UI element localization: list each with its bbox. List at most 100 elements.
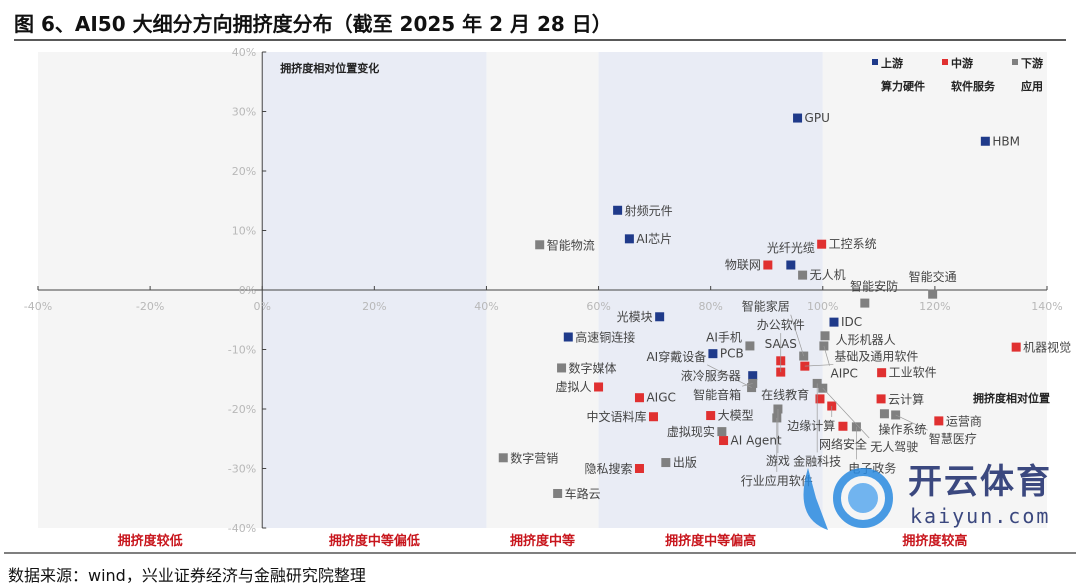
data-point <box>748 371 758 381</box>
y-tick-label: 20% <box>232 165 256 178</box>
watermark-logo: 开云体育 kaiyun.com <box>788 462 1078 534</box>
band-label: 拥挤度中等偏低 <box>329 533 420 549</box>
legend-sub: 应用 <box>1021 79 1043 93</box>
point-label: 光纤光缆 <box>767 241 815 255</box>
data-point <box>879 409 889 419</box>
legend-name: 上游 <box>881 56 903 70</box>
band-label: 拥挤度较低 <box>118 533 183 549</box>
point-label: 智能物流 <box>547 237 595 252</box>
point-label: 智能音箱 <box>693 387 741 402</box>
point-label: 液冷服务器 <box>681 368 741 383</box>
point-label: 在线教育 <box>761 387 809 402</box>
source-note: 数据来源：wind，兴业证券经济与金融研究院整理 <box>8 566 366 585</box>
point-label: IDC <box>841 315 862 329</box>
y-tick-label: -10% <box>228 344 256 357</box>
y-tick-label: 40% <box>232 46 256 59</box>
point-label: 运营商 <box>946 413 982 428</box>
point-label: 无人驾驶 <box>870 439 918 454</box>
data-point <box>980 136 990 146</box>
watermark-url: kaiyun.com <box>910 504 1051 528</box>
data-point <box>838 421 848 431</box>
data-point <box>557 363 567 373</box>
x-tick-label: 140% <box>1031 300 1062 313</box>
leader-line <box>895 414 928 431</box>
y-tick-label: -30% <box>228 463 256 476</box>
point-label: 数字营销 <box>510 450 558 465</box>
point-label: 数字媒体 <box>569 360 617 375</box>
data-point <box>661 458 671 468</box>
point-label: SAAS <box>765 337 797 351</box>
point-label: 金融科技 <box>793 453 841 468</box>
point-label: 大模型 <box>718 409 754 423</box>
leader-line <box>707 364 752 388</box>
data-point <box>648 412 658 422</box>
point-label: AI芯片 <box>636 232 672 246</box>
point-label: 办公软件 <box>757 317 805 332</box>
y-tick-label: 0% <box>239 284 256 297</box>
legend-name: 下游 <box>1021 56 1043 70</box>
point-label: 机器视觉 <box>1023 340 1071 355</box>
x-tick-label: 120% <box>919 300 950 313</box>
band-label: 拥挤度中等偏高 <box>665 533 756 549</box>
logo-ball-icon <box>803 468 893 530</box>
x-tick-label: 60% <box>586 300 610 313</box>
data-point <box>817 239 827 249</box>
point-label: 隐私搜索 <box>584 461 632 476</box>
point-label: 工业软件 <box>889 366 937 380</box>
point-label: 工控系统 <box>829 237 877 251</box>
point-label: 边缘计算 <box>787 418 835 433</box>
point-label: 车路云 <box>565 486 601 501</box>
point-label: 网络安全 <box>819 436 867 451</box>
x-tick-label: -20% <box>136 300 164 313</box>
point-label: 云计算 <box>888 391 924 406</box>
data-point <box>634 464 644 473</box>
point-label: 智能家居 <box>742 299 790 314</box>
point-label: AIPC <box>831 367 858 381</box>
x-tick-label: 0% <box>253 300 270 313</box>
point-label: PCB <box>720 347 744 361</box>
point-label: 出版 <box>673 456 697 470</box>
leader-line <box>790 314 805 357</box>
x-tick-label: 100% <box>807 300 838 313</box>
data-point <box>820 331 830 341</box>
x-tick-label: -40% <box>24 300 52 313</box>
data-point <box>934 416 944 426</box>
point-label: 虚拟人 <box>556 380 592 394</box>
data-point <box>706 411 716 421</box>
legend-marker <box>1012 59 1018 65</box>
watermark-text: 开云体育 <box>908 462 1052 502</box>
data-point <box>594 382 604 392</box>
point-label: 虚拟现实 <box>667 424 715 439</box>
legend-marker <box>942 59 948 65</box>
data-point <box>655 312 665 322</box>
band-label: 拥挤度较高 <box>902 533 967 549</box>
point-label: 高速铜连接 <box>575 330 635 345</box>
data-point <box>876 394 886 404</box>
data-point <box>786 260 796 270</box>
data-point <box>719 436 729 446</box>
x-axis-title: 拥挤度相对位置 <box>973 391 1050 405</box>
point-label: 光模块 <box>617 310 653 324</box>
point-label: AI Agent <box>731 434 782 448</box>
data-point <box>829 317 839 327</box>
point-label: AI手机 <box>706 330 742 344</box>
point-label: 人形机器人 <box>836 333 896 347</box>
data-point <box>613 205 623 215</box>
data-point <box>877 368 887 378</box>
band-label: 拥挤度中等 <box>510 533 575 549</box>
point-label: AI穿戴设备 <box>646 349 706 364</box>
x-tick-label: 80% <box>698 300 722 313</box>
figure-title: 图 6、AI50 大细分方向拥挤度分布（截至 2025 年 2 月 28 日） <box>14 12 612 36</box>
point-label: 操作系统 <box>878 421 926 436</box>
legend-sub: 算力硬件 <box>880 79 925 93</box>
point-label: HBM <box>992 134 1020 148</box>
point-label: 智能安防 <box>850 279 898 294</box>
data-point <box>793 113 803 123</box>
x-tick-label: 20% <box>362 300 386 313</box>
leader-lines <box>707 314 928 472</box>
legend-sub: 软件服务 <box>951 79 996 93</box>
point-label: 行业应用软件 <box>741 473 813 488</box>
x-tick-label: 40% <box>474 300 498 313</box>
legend-name: 中游 <box>951 56 973 70</box>
